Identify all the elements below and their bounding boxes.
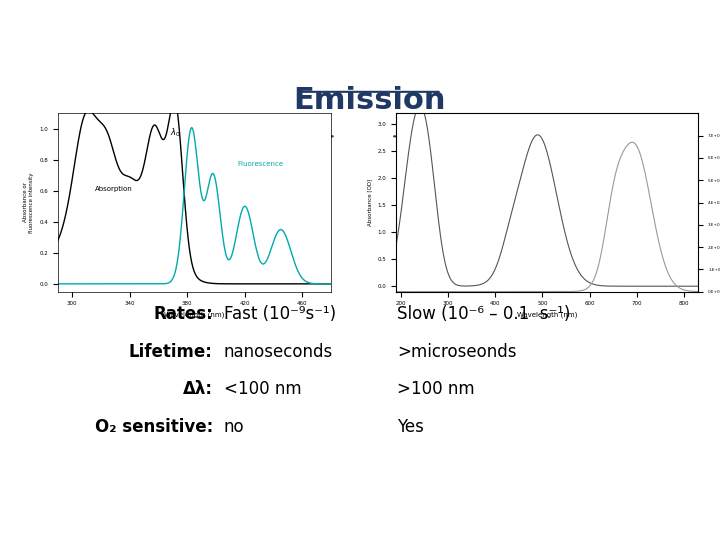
Y-axis label: Absorbance or
fluorescence intensity: Absorbance or fluorescence intensity: [23, 172, 34, 233]
Text: no: no: [224, 417, 245, 436]
Text: Phosphorescence: Phosphorescence: [418, 129, 611, 149]
X-axis label: Wavelength (nm): Wavelength (nm): [517, 312, 577, 319]
Text: O₂ sensitive:: O₂ sensitive:: [94, 417, 213, 436]
Text: nanoseconds: nanoseconds: [224, 343, 333, 361]
X-axis label: Wavelength (nm): Wavelength (nm): [164, 312, 225, 319]
Text: Δλ:: Δλ:: [183, 380, 213, 398]
Text: Lifetime:: Lifetime:: [129, 343, 213, 361]
Text: <100 nm: <100 nm: [224, 380, 302, 398]
Text: $\lambda_0$: $\lambda_0$: [171, 126, 181, 139]
Text: Yes: Yes: [397, 417, 424, 436]
Text: >100 nm: >100 nm: [397, 380, 474, 398]
Text: Fast (10⁻⁹s⁻¹): Fast (10⁻⁹s⁻¹): [224, 305, 336, 323]
Text: Emission: Emission: [293, 85, 445, 114]
Y-axis label: Absorbance [OD]: Absorbance [OD]: [367, 179, 372, 226]
Text: Slow (10⁻⁶ – 0.1  s⁻¹): Slow (10⁻⁶ – 0.1 s⁻¹): [397, 305, 570, 323]
Text: Rates:: Rates:: [153, 305, 213, 323]
Text: Fluorescence: Fluorescence: [238, 161, 284, 167]
Text: Fluorescence: Fluorescence: [168, 129, 313, 149]
Text: Absorption: Absorption: [95, 186, 132, 192]
Text: >microseonds: >microseonds: [397, 343, 516, 361]
